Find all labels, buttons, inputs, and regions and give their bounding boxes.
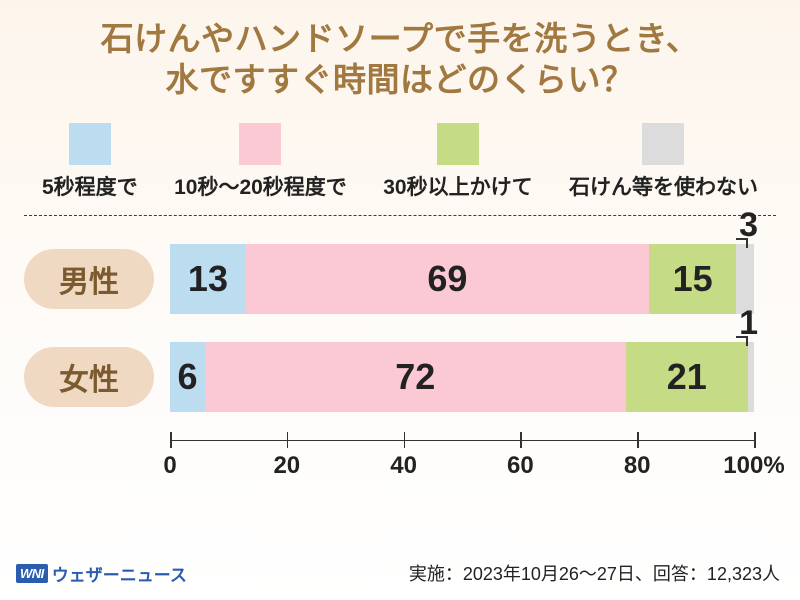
axis-line <box>170 440 754 442</box>
tick-mark <box>520 432 522 448</box>
callout-line <box>736 238 748 248</box>
tick-label: 100% <box>723 452 784 480</box>
survey-meta: 実施：2023年10月26～27日、回答：12,323人 <box>409 560 780 586</box>
bar-wrap: 3136915 <box>170 244 754 314</box>
tick-mark <box>287 432 289 448</box>
bar-segment <box>748 342 754 412</box>
brand: WNI ウェザーニュース <box>16 561 187 586</box>
brand-badge: WNI <box>16 564 48 583</box>
chart-area: 男性 3136915 女性 167221 <box>24 244 776 412</box>
legend-label: 5秒程度で <box>42 171 138 201</box>
bar-segment: 69 <box>246 244 649 314</box>
legend-swatch <box>437 123 479 165</box>
legend-swatch <box>69 123 111 165</box>
bar-row: 男性 3136915 <box>24 244 754 314</box>
tick-label: 60 <box>507 452 534 480</box>
bar-segment: 13 <box>170 244 246 314</box>
tick-label: 80 <box>624 452 651 480</box>
tick-mark <box>754 432 756 448</box>
legend-label: 30秒以上かけて <box>383 171 532 201</box>
legend-item: 石けん等を使わない <box>569 123 758 201</box>
brand-text: ウェザーニュース <box>52 561 187 586</box>
tick-label: 20 <box>273 452 300 480</box>
title-line-1: 石けんやハンドソープで手を洗うとき、 <box>101 20 700 57</box>
row-label: 男性 <box>24 249 154 309</box>
footer: WNI ウェザーニュース 実施：2023年10月26～27日、回答：12,323… <box>16 560 780 586</box>
tick-mark <box>637 432 639 448</box>
tick-label: 40 <box>390 452 417 480</box>
legend-swatch <box>239 123 281 165</box>
legend: 5秒程度で 10秒～20秒程度で 30秒以上かけて 石けん等を使わない <box>24 123 776 216</box>
legend-label: 10秒～20秒程度で <box>174 171 347 201</box>
legend-item: 10秒～20秒程度で <box>174 123 347 201</box>
stacked-bar: 136915 <box>170 244 754 314</box>
tick-mark <box>404 432 406 448</box>
callout-line <box>736 336 748 346</box>
bar-segment: 72 <box>205 342 625 412</box>
legend-swatch <box>642 123 684 165</box>
bar-row: 女性 167221 <box>24 342 754 412</box>
legend-item: 5秒程度で <box>42 123 138 201</box>
legend-item: 30秒以上かけて <box>383 123 532 201</box>
bar-wrap: 167221 <box>170 342 754 412</box>
title-line-2: 水ですすぐ時間はどのくらい？ <box>166 61 635 98</box>
chart-container: 石けんやハンドソープで手を洗うとき、 水ですすぐ時間はどのくらい？ 5秒程度で 1… <box>0 0 800 600</box>
bar-segment: 21 <box>626 342 749 412</box>
legend-label: 石けん等を使わない <box>569 171 758 201</box>
bar-segment: 6 <box>170 342 205 412</box>
tick-label: 0 <box>163 452 176 480</box>
bar-segment: 15 <box>649 244 737 314</box>
row-label: 女性 <box>24 347 154 407</box>
chart-title: 石けんやハンドソープで手を洗うとき、 水ですすぐ時間はどのくらい？ <box>24 18 776 101</box>
stacked-bar: 67221 <box>170 342 754 412</box>
x-axis: 020406080100% <box>170 440 754 488</box>
tick-mark <box>170 432 172 448</box>
